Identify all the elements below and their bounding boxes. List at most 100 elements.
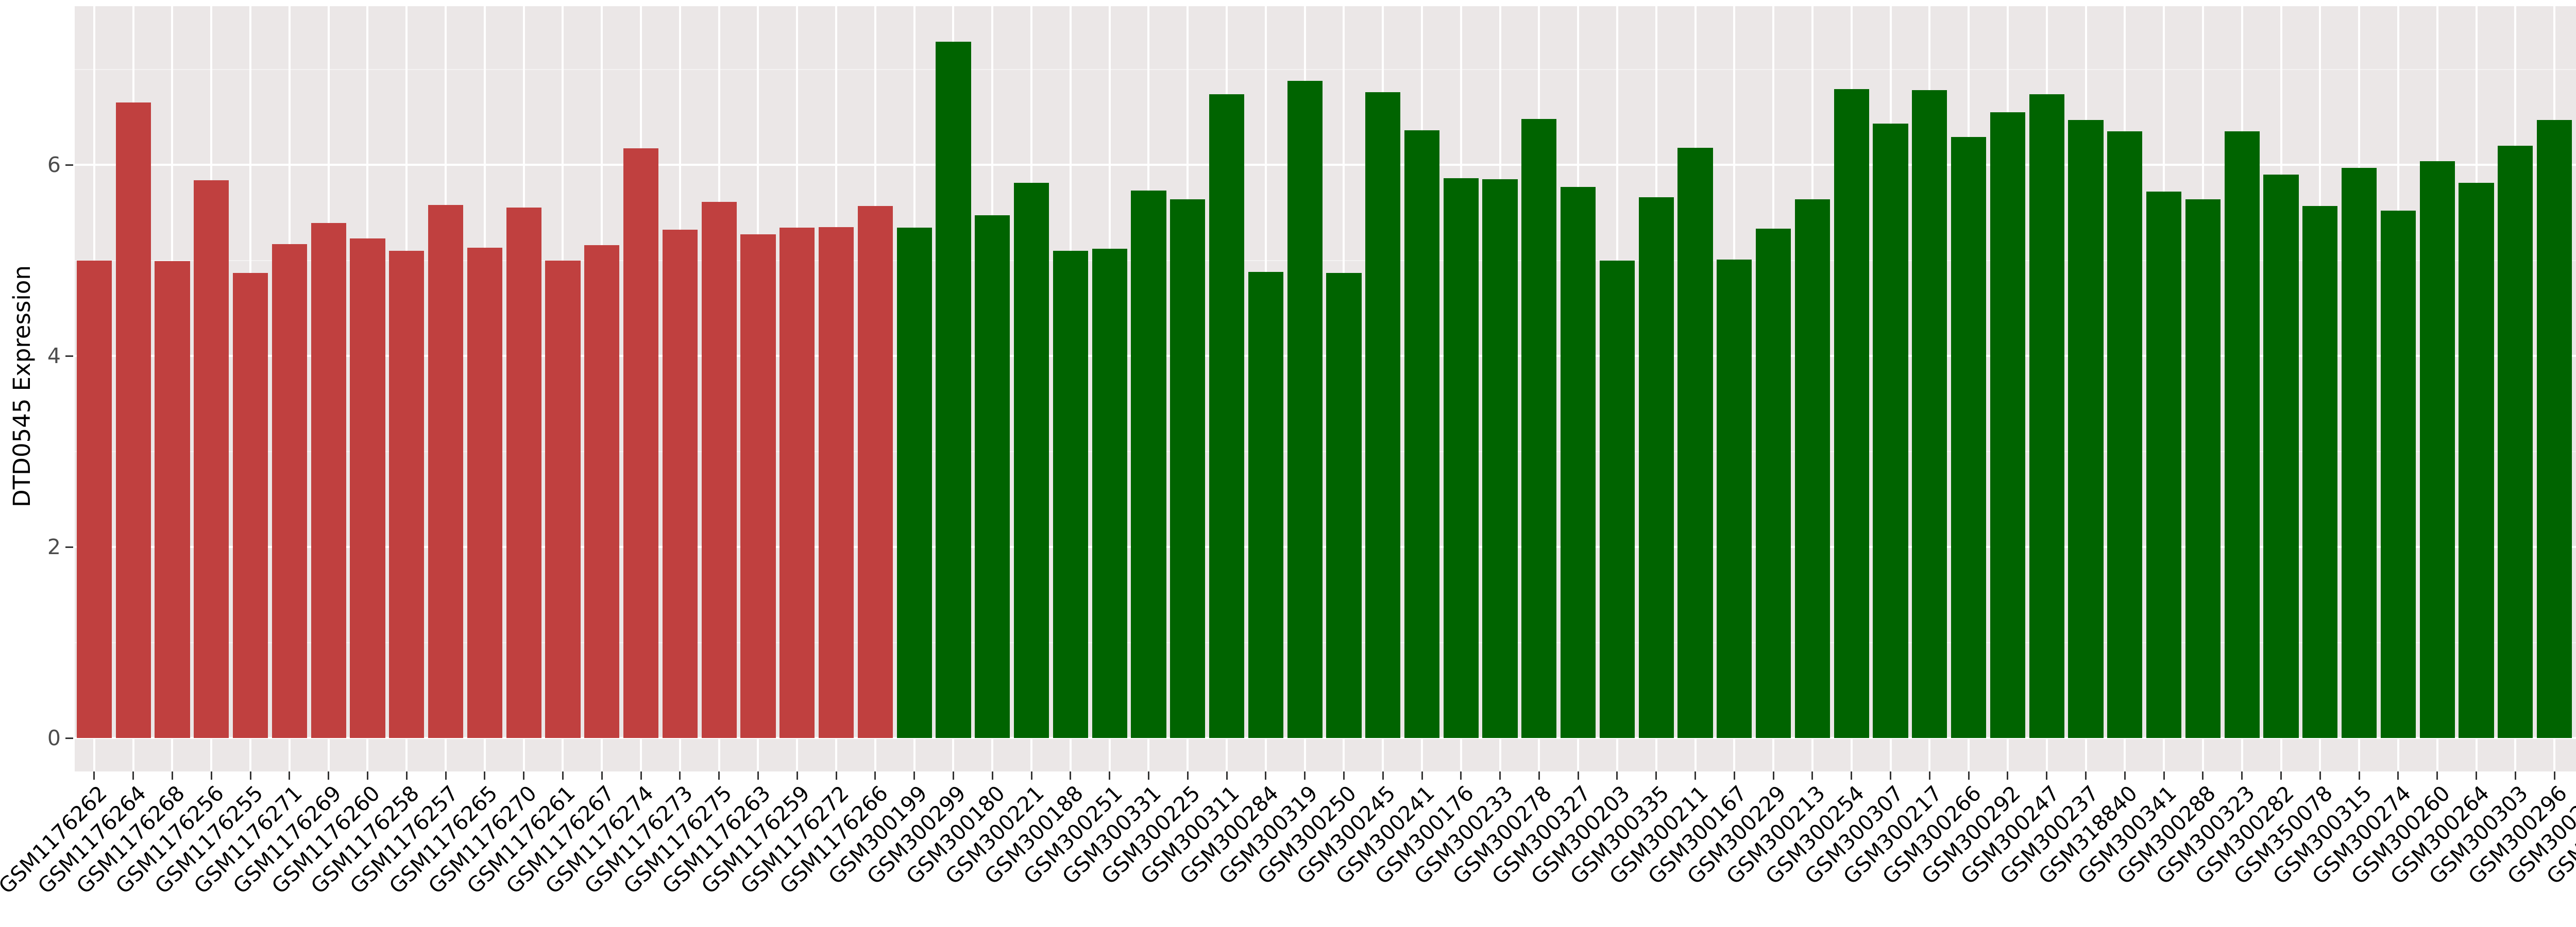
gridline-minor-y [75,642,2576,643]
bar[interactable] [701,202,737,738]
bar[interactable] [2068,119,2104,738]
bar[interactable] [1053,250,1088,738]
bar[interactable] [1638,197,1674,738]
bar[interactable] [1990,112,2026,738]
bar[interactable] [76,260,112,738]
bar[interactable] [1677,147,1713,738]
bar[interactable] [2029,94,2064,738]
bar[interactable] [545,260,581,738]
bar[interactable] [1873,124,1908,738]
y-tick-label: 0 [47,726,61,750]
bar[interactable] [1794,199,1831,738]
x-tick-mark [289,771,291,780]
x-tick-mark [1499,771,1501,780]
x-tick-mark [1226,771,1228,780]
bar[interactable] [2224,131,2260,738]
bar[interactable] [1170,199,1206,738]
bar[interactable] [2498,145,2533,738]
gridline-major-y [75,737,2576,739]
bar[interactable] [2185,199,2221,738]
gridline-major-y [75,355,2576,357]
bar[interactable] [2107,131,2143,738]
x-tick-mark [1538,771,1540,780]
bar[interactable] [1599,260,1635,738]
bar[interactable] [662,230,698,738]
x-tick-mark [601,771,603,780]
gridline-minor-y [75,451,2576,452]
bar[interactable] [2146,191,2182,738]
bar[interactable] [1912,90,1947,738]
bar[interactable] [115,102,151,738]
bar[interactable] [428,204,464,738]
bar[interactable] [2459,183,2494,738]
x-tick-mark [952,771,954,780]
bar[interactable] [467,248,502,738]
x-tick-mark [523,771,525,780]
bar[interactable] [1951,137,1987,738]
bar[interactable] [1013,183,1049,738]
bar[interactable] [155,261,190,738]
x-axis-tick-marks [75,771,2576,781]
bar[interactable] [1404,130,1440,738]
x-tick-mark [2358,771,2360,780]
bar[interactable] [936,41,971,738]
bar[interactable] [1561,186,1596,738]
x-tick-mark [1616,771,1618,780]
bar[interactable] [311,223,346,738]
x-tick-mark [2319,771,2321,780]
x-tick-mark [1811,771,1814,780]
x-tick-mark [1733,771,1735,780]
bar[interactable] [2302,205,2338,738]
bar[interactable] [2263,174,2299,738]
bar[interactable] [584,245,620,738]
x-tick-mark [1109,771,1111,780]
bar[interactable] [857,205,893,738]
bar[interactable] [1756,229,1791,738]
x-tick-mark [484,771,486,780]
bar[interactable] [1287,80,1323,738]
bar[interactable] [623,148,659,738]
x-tick-mark [405,771,408,780]
bar[interactable] [232,272,268,738]
y-tick-label: 6 [47,152,61,177]
x-tick-mark [2085,771,2087,780]
bar[interactable] [1131,191,1166,738]
x-tick-mark [249,771,251,780]
bar[interactable] [194,180,229,738]
bar[interactable] [740,234,776,738]
bar[interactable] [818,227,854,738]
bar[interactable] [2419,161,2455,738]
x-tick-mark [2202,771,2204,780]
bar[interactable] [2380,211,2416,738]
bar[interactable] [2342,167,2377,738]
bar[interactable] [896,228,932,738]
bar[interactable] [1248,271,1283,738]
bar[interactable] [272,244,307,738]
bar[interactable] [2537,119,2572,738]
x-tick-mark [835,771,837,780]
x-tick-mark [1460,771,1462,780]
bar[interactable] [1365,92,1401,738]
x-tick-mark [2476,771,2478,780]
gridline-minor-y [75,68,2576,70]
bar[interactable] [389,250,425,738]
bar[interactable] [779,228,815,738]
x-tick-mark [874,771,876,780]
bar[interactable] [350,238,385,738]
bar[interactable] [1326,272,1362,738]
bar[interactable] [1482,179,1518,738]
bar[interactable] [1717,259,1752,738]
bar[interactable] [1834,89,1869,738]
bar[interactable] [1092,249,1127,738]
x-tick-mark [2163,771,2165,780]
bar[interactable] [506,208,541,738]
bar[interactable] [1521,118,1557,738]
bar[interactable] [975,215,1010,738]
bar[interactable] [1209,94,1245,738]
x-tick-mark [2436,771,2438,780]
bar[interactable] [1443,178,1479,738]
y-axis-tick-labels: 0 2 4 6 [0,0,61,927]
x-tick-mark [2553,771,2555,780]
x-tick-mark [93,771,95,780]
